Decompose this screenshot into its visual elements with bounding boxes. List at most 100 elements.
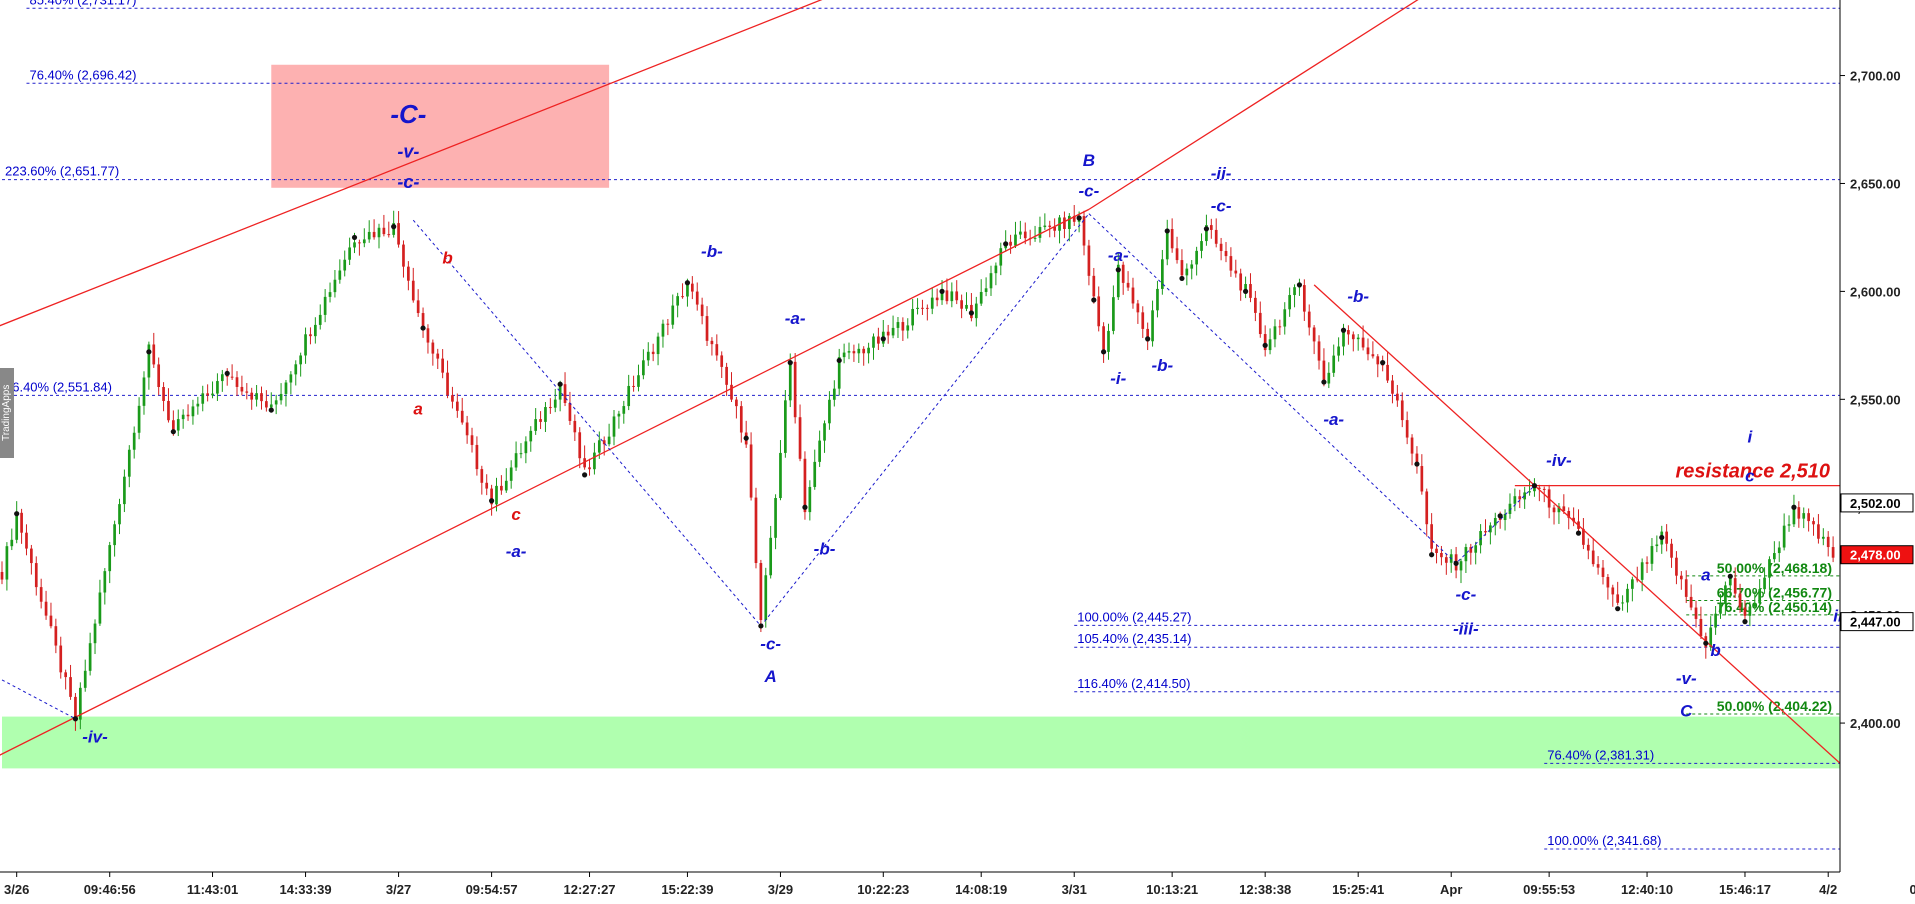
wave-label: -c- — [1456, 585, 1477, 604]
candle-body — [421, 313, 425, 329]
candle-body — [749, 444, 753, 498]
pivot-dot — [1076, 215, 1082, 221]
fib-label-blue: 76.40% (2,696.42) — [29, 67, 136, 82]
candle-body — [779, 452, 782, 499]
time-tick-label: 3/26 — [4, 882, 29, 897]
candle-body — [265, 401, 268, 408]
pivot-dot — [787, 360, 793, 366]
price-tick-label: 2,650.00 — [1850, 176, 1901, 191]
candle-body — [700, 304, 704, 317]
candle-body — [1537, 487, 1541, 489]
time-tick-label: 15:25:41 — [1332, 882, 1384, 897]
candle-body — [201, 393, 205, 404]
wave-label: -c- — [397, 172, 419, 192]
candle-body — [1023, 231, 1027, 239]
candle-body — [891, 327, 895, 336]
candle-body — [1665, 531, 1668, 544]
price-axis-bg — [1840, 0, 1915, 904]
candle-body — [490, 488, 493, 505]
wave-label: ii — [1833, 607, 1844, 626]
candle-body — [911, 308, 915, 326]
candle-body — [1733, 578, 1737, 594]
candle-body — [240, 386, 244, 392]
candle-body — [1479, 531, 1482, 546]
candle-body — [1425, 491, 1429, 525]
candle-body — [431, 342, 435, 354]
candle-body — [377, 227, 381, 238]
candle-body — [475, 444, 479, 470]
candle-body — [1758, 589, 1762, 604]
candle-body — [573, 420, 577, 433]
pivot-dot — [1414, 461, 1420, 467]
candle-body — [402, 244, 405, 267]
candle-body — [1787, 524, 1791, 526]
candle-body — [1728, 578, 1732, 586]
candle-body — [284, 382, 288, 394]
candle-body — [441, 358, 444, 373]
candle-body — [118, 504, 121, 525]
candle-body — [108, 545, 112, 572]
pivot-dot — [170, 429, 176, 435]
candle-body — [1141, 312, 1145, 329]
wave-label: -a- — [1108, 246, 1129, 265]
candle-body — [39, 587, 43, 602]
candle-body — [842, 352, 846, 358]
pivot-dots — [14, 215, 1797, 722]
candle-body — [1714, 613, 1717, 628]
wave-label: B — [1083, 151, 1095, 170]
candle-body — [651, 351, 655, 355]
time-tick-label: 10:22:23 — [857, 882, 909, 897]
pivot-dot — [1429, 552, 1435, 558]
pivot-dot — [1742, 619, 1748, 625]
wave-label: -iv- — [1546, 451, 1572, 470]
target-zone — [271, 64, 610, 188]
candle-body — [1322, 360, 1326, 384]
fib-label-green: 50.00% (2,468.18) — [1717, 560, 1832, 576]
candle-body — [759, 563, 763, 621]
candle-body — [1249, 284, 1252, 298]
time-tick-label: 09:55:53 — [1523, 882, 1575, 897]
candle-body — [637, 375, 640, 387]
wave-label: b — [1710, 641, 1720, 660]
candle-body — [1533, 487, 1536, 492]
price-tag — [1840, 545, 1914, 565]
candle-body — [279, 393, 283, 401]
candle-body — [480, 469, 484, 483]
candle-body — [1214, 229, 1218, 244]
candle-body — [955, 291, 959, 301]
pivot-dot — [1296, 282, 1303, 288]
candle-body — [98, 592, 102, 624]
wave-label: -ii- — [1211, 164, 1232, 183]
candle-body — [30, 548, 33, 564]
candle-body — [255, 393, 258, 400]
candle-body — [921, 307, 924, 309]
candle-body — [216, 381, 219, 394]
candle-body — [1102, 326, 1105, 352]
candle-body — [1513, 496, 1517, 504]
candle-body — [1200, 241, 1203, 251]
candle-body — [989, 273, 993, 289]
candle-body — [793, 361, 797, 418]
candle-body — [123, 476, 126, 505]
candle-body — [333, 279, 337, 293]
candle-body — [965, 304, 968, 309]
candle-body — [1371, 354, 1375, 357]
wave-label: -c- — [760, 635, 781, 654]
candle-body — [1508, 503, 1512, 514]
candle-body — [862, 348, 866, 354]
candle-body — [338, 270, 342, 280]
watermark-tab[interactable]: TradingApps — [0, 368, 14, 458]
candle-body — [1489, 525, 1492, 533]
time-tick-label: 11:43:01 — [187, 882, 238, 897]
candle-body — [1347, 330, 1350, 335]
candle-body — [1684, 579, 1688, 597]
candle-body — [250, 392, 254, 400]
pivot-dot — [1727, 573, 1733, 579]
candle-body — [1679, 575, 1683, 580]
wave-label: -iv- — [82, 727, 108, 746]
candle-body — [1391, 380, 1394, 394]
candle-body — [1082, 216, 1086, 246]
candle-body — [397, 223, 400, 245]
candle-body — [666, 323, 670, 325]
